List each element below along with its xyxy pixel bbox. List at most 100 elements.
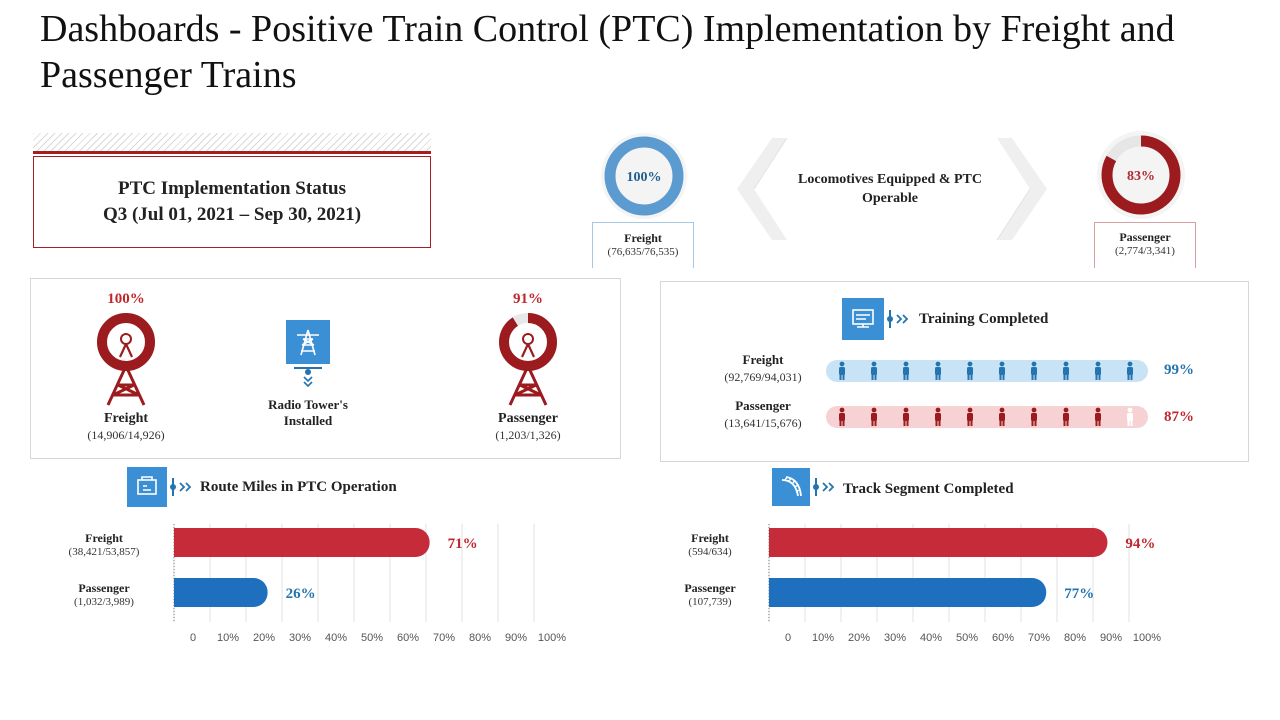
donut-arc bbox=[499, 313, 557, 371]
person-icon bbox=[935, 407, 941, 426]
track-freight-counts: (594/634) bbox=[688, 546, 732, 558]
right-chevron-icon bbox=[997, 138, 1047, 240]
person-icon bbox=[871, 407, 877, 426]
loco-arrows-decoration bbox=[737, 137, 1047, 241]
donut-arc bbox=[604, 136, 684, 216]
loco-freight-pct: 100% bbox=[627, 170, 662, 185]
route-tick-label: 50% bbox=[361, 632, 383, 644]
loco-passenger-donut: 83% bbox=[1097, 131, 1185, 219]
route-freight-counts: (38,421/53,857) bbox=[68, 546, 140, 558]
training-freight-bar bbox=[826, 360, 1148, 382]
route-tick-label: 40% bbox=[325, 632, 347, 644]
training-freight-pct: 99% bbox=[1164, 362, 1194, 378]
route-tick-label: 80% bbox=[469, 632, 491, 644]
loco-passenger-label-box: Passenger (2,774/3,341) bbox=[1094, 222, 1196, 268]
person-icon bbox=[1127, 407, 1133, 426]
person-icon bbox=[999, 407, 1005, 426]
person-icon bbox=[871, 361, 877, 380]
status-hatch-decoration bbox=[33, 133, 431, 151]
tower-freight-name: Freight bbox=[103, 411, 149, 426]
status-period: Q3 (Jul 01, 2021 – Sep 30, 2021) bbox=[102, 204, 362, 225]
route-tick-label: 30% bbox=[289, 632, 311, 644]
radio-tower-label-1: Radio Tower's bbox=[268, 397, 348, 412]
route-tick-label: 0 bbox=[190, 632, 196, 644]
route-bar-passenger bbox=[174, 578, 268, 607]
person-icon bbox=[1031, 407, 1037, 426]
route-miles-title: Route Miles in PTC Operation bbox=[200, 479, 397, 495]
training-freight-name: Freight bbox=[742, 352, 784, 367]
radio-tower-label-2: Installed bbox=[283, 413, 333, 428]
route-tick-label: 20% bbox=[253, 632, 275, 644]
track-tick-label: 80% bbox=[1064, 632, 1086, 644]
route-passenger-name: Passenger bbox=[78, 581, 130, 595]
training-arrow-icon bbox=[887, 310, 909, 328]
route-bar-freight bbox=[174, 528, 430, 557]
route-miles-icon bbox=[127, 467, 167, 507]
route-tick-label: 60% bbox=[397, 632, 419, 644]
status-box: PTC Implementation Status Q3 (Jul 01, 20… bbox=[33, 156, 431, 248]
training-freight-counts: (92,769/94,031) bbox=[724, 370, 802, 384]
track-bar-passenger bbox=[769, 578, 1047, 607]
track-value-label: 77% bbox=[1064, 586, 1094, 602]
route-tick-label: 100% bbox=[538, 632, 566, 644]
track-freight-name: Freight bbox=[691, 531, 729, 545]
loco-freight-name: Freight bbox=[624, 231, 662, 245]
loco-passenger-name: Passenger bbox=[1119, 230, 1171, 244]
person-icon bbox=[1095, 407, 1101, 426]
status-title: PTC Implementation Status bbox=[117, 178, 346, 199]
radio-tower-icon bbox=[286, 320, 330, 364]
track-tick-label: 50% bbox=[956, 632, 978, 644]
training-panel bbox=[660, 281, 1249, 462]
page-title: Dashboards - Positive Train Control (PTC… bbox=[40, 8, 1175, 96]
training-passenger-counts: (13,641/15,676) bbox=[724, 416, 802, 430]
person-icon bbox=[839, 407, 845, 426]
route-tick-label: 70% bbox=[433, 632, 455, 644]
loco-passenger-pct: 83% bbox=[1127, 169, 1155, 184]
person-icon bbox=[967, 361, 973, 380]
route-value-label: 71% bbox=[448, 536, 478, 552]
track-passenger-counts: (107,739) bbox=[688, 596, 732, 608]
track-tick-label: 60% bbox=[992, 632, 1014, 644]
track-segment-icon bbox=[772, 468, 810, 506]
radio-tower-connector bbox=[294, 367, 322, 388]
route-freight-name: Freight bbox=[85, 531, 123, 545]
loco-passenger-counts: (2,774/3,341) bbox=[1115, 245, 1175, 257]
tower-freight-pct: 100% bbox=[107, 291, 145, 307]
person-icon bbox=[903, 407, 909, 426]
route-miles-chart: 0 10% 20% 30% 40% 50% 60% 70% 80% 90% 100% 71% 26% bbox=[173, 524, 566, 644]
track-tick-label: 20% bbox=[848, 632, 870, 644]
track-value-label: 94% bbox=[1125, 536, 1155, 552]
track-bar-freight bbox=[769, 528, 1108, 557]
track-tick-label: 0 bbox=[785, 632, 791, 644]
donut-arc bbox=[1101, 135, 1181, 215]
route-arrow-icon bbox=[170, 478, 192, 496]
track-segment-title: Track Segment Completed bbox=[843, 481, 1014, 497]
track-tick-label: 70% bbox=[1028, 632, 1050, 644]
person-icon bbox=[967, 407, 973, 426]
training-passenger-name: Passenger bbox=[735, 398, 791, 413]
tower-freight-counts: (14,906/14,926) bbox=[87, 428, 165, 442]
person-icon bbox=[1127, 361, 1133, 380]
track-segment-chart: 0 10% 20% 30% 40% 50% 60% 70% 80% 90% 100% 94% 77% bbox=[768, 524, 1161, 644]
track-tick-label: 90% bbox=[1100, 632, 1122, 644]
tower-freight-icon bbox=[97, 313, 155, 406]
training-passenger-bar bbox=[826, 406, 1148, 428]
loco-freight-label-box: Freight (76,635/76,535) bbox=[592, 222, 694, 268]
route-tick-label: 10% bbox=[217, 632, 239, 644]
track-passenger-name: Passenger bbox=[684, 581, 736, 595]
person-icon bbox=[1031, 361, 1037, 380]
loco-freight-counts: (76,635/76,535) bbox=[607, 246, 679, 258]
route-value-label: 26% bbox=[286, 586, 316, 602]
person-icon bbox=[1063, 361, 1069, 380]
person-icon bbox=[903, 361, 909, 380]
tower-passenger-pct: 91% bbox=[513, 291, 543, 307]
loco-title: Locomotives Equipped & PTC Operable bbox=[798, 172, 982, 206]
person-icon bbox=[935, 361, 941, 380]
donut-arc bbox=[97, 313, 155, 371]
training-icon bbox=[842, 298, 884, 340]
track-arrow-icon bbox=[813, 478, 835, 496]
training-title: Training Completed bbox=[919, 311, 1049, 327]
person-icon bbox=[839, 361, 845, 380]
route-passenger-counts: (1,032/3,989) bbox=[74, 596, 134, 608]
left-chevron-icon bbox=[737, 138, 787, 240]
